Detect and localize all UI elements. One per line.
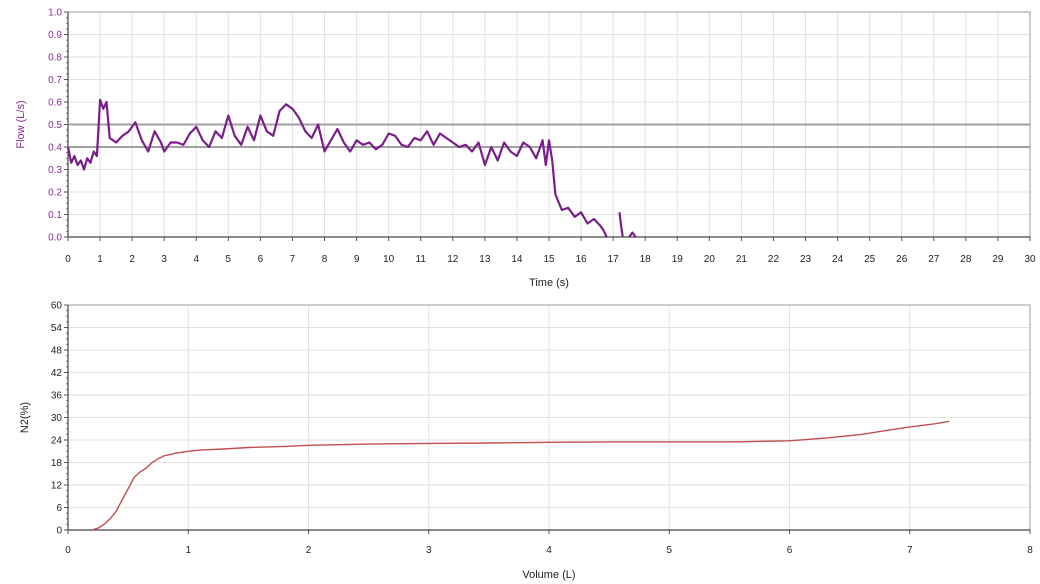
y-tick-label: 6 bbox=[56, 503, 62, 514]
y-tick-label: 0.2 bbox=[48, 188, 62, 199]
y-axis-title: Flow (L/s) bbox=[15, 100, 27, 148]
x-tick-label: 7 bbox=[907, 545, 913, 556]
x-tick-label: 29 bbox=[992, 254, 1004, 265]
y-tick-label: 60 bbox=[51, 301, 63, 312]
y-tick-label: 0.6 bbox=[48, 98, 62, 109]
x-tick-label: 1 bbox=[97, 254, 103, 265]
y-tick-label: 0.0 bbox=[48, 233, 62, 244]
x-tick-label: 27 bbox=[928, 254, 940, 265]
x-tick-label: 18 bbox=[640, 254, 652, 265]
y-tick-label: 0.4 bbox=[48, 143, 62, 154]
x-tick-label: 19 bbox=[672, 254, 684, 265]
x-tick-label: 2 bbox=[129, 254, 135, 265]
y-tick-label: 42 bbox=[51, 368, 63, 379]
y-tick-label: 0 bbox=[56, 526, 62, 537]
x-tick-label: 21 bbox=[736, 254, 748, 265]
x-tick-label: 11 bbox=[416, 254, 427, 265]
y-tick-label: 0.7 bbox=[48, 75, 62, 86]
x-tick-label: 16 bbox=[576, 254, 588, 265]
flow-time-chart: 0 1 2 3 4 5 6 7 8 9 10 11 12 13 14 15 16 17 18 19 20 21 22 23 24… bbox=[15, 8, 1036, 290]
x-tick-label: 1 bbox=[185, 545, 191, 556]
x-tick-label: 6 bbox=[787, 545, 793, 556]
x-tick-label: 3 bbox=[161, 254, 167, 265]
y-tick-label: 54 bbox=[51, 323, 63, 334]
y-tick-label: 48 bbox=[51, 346, 63, 357]
series-line bbox=[66, 98, 608, 238]
x-tick-label: 25 bbox=[864, 254, 876, 265]
y-tick-label: 30 bbox=[51, 413, 63, 424]
x-tick-label: 13 bbox=[479, 254, 491, 265]
x-axis-title: Volume (L) bbox=[522, 569, 575, 581]
x-tick-label: 6 bbox=[258, 254, 264, 265]
series-line bbox=[618, 212, 624, 238]
y-tick-label: 12 bbox=[51, 481, 63, 492]
x-tick-label: 12 bbox=[447, 254, 459, 265]
y-tick-label: 0.1 bbox=[48, 210, 62, 221]
y-tick-label: 1.0 bbox=[48, 8, 62, 19]
y-tick-label: 36 bbox=[51, 391, 63, 402]
series-line bbox=[628, 231, 637, 238]
x-tick-label: 8 bbox=[322, 254, 328, 265]
y-tick-label: 0.5 bbox=[48, 120, 62, 131]
x-tick-label: 5 bbox=[666, 545, 672, 556]
x-tick-label: 7 bbox=[290, 254, 296, 265]
x-tick-label: 0 bbox=[65, 254, 71, 265]
x-tick-label: 17 bbox=[608, 254, 620, 265]
y-tick-label: 0.9 bbox=[48, 30, 62, 41]
x-tick-label: 4 bbox=[193, 254, 199, 265]
x-axis-title: Time (s) bbox=[529, 277, 569, 289]
x-tick-label: 30 bbox=[1024, 254, 1036, 265]
x-tick-label: 20 bbox=[704, 254, 716, 265]
x-tick-label: 0 bbox=[65, 545, 71, 556]
x-tick-label: 14 bbox=[511, 254, 523, 265]
y-tick-label: 0.3 bbox=[48, 165, 62, 176]
y-tick-label: 24 bbox=[51, 436, 63, 447]
x-tick-label: 26 bbox=[896, 254, 908, 265]
x-tick-label: 4 bbox=[546, 545, 552, 556]
x-tick-label: 10 bbox=[383, 254, 395, 265]
x-tick-label: 28 bbox=[960, 254, 972, 265]
x-tick-label: 24 bbox=[832, 254, 844, 265]
y-axis-title: N2(%) bbox=[19, 402, 31, 433]
x-tick-label: 5 bbox=[226, 254, 232, 265]
x-tick-label: 8 bbox=[1027, 545, 1033, 556]
y-tick-label: 18 bbox=[51, 458, 63, 469]
x-tick-label: 15 bbox=[543, 254, 555, 265]
x-tick-label: 2 bbox=[306, 545, 312, 556]
x-tick-label: 9 bbox=[354, 254, 360, 265]
x-tick-label: 3 bbox=[426, 545, 432, 556]
x-tick-label: 22 bbox=[768, 254, 780, 265]
y-tick-label: 0.8 bbox=[48, 53, 62, 64]
x-tick-label: 23 bbox=[800, 254, 812, 265]
series-line bbox=[91, 420, 950, 531]
